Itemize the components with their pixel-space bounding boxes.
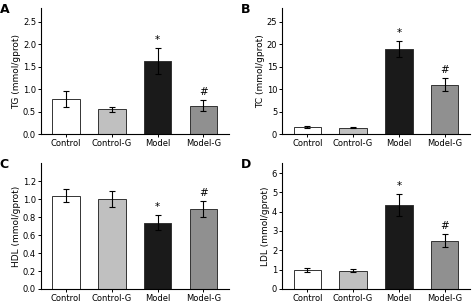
- Text: #: #: [440, 221, 449, 231]
- Bar: [385, 205, 412, 289]
- Text: #: #: [199, 87, 208, 97]
- Bar: [190, 106, 217, 134]
- Bar: [190, 209, 217, 289]
- Bar: [98, 109, 126, 134]
- Bar: [52, 196, 80, 289]
- Bar: [339, 270, 367, 289]
- Bar: [431, 241, 458, 289]
- Bar: [385, 49, 412, 134]
- Bar: [293, 127, 321, 134]
- Text: *: *: [155, 202, 160, 212]
- Bar: [144, 61, 172, 134]
- Bar: [293, 270, 321, 289]
- Y-axis label: TG (mmol/gprot): TG (mmol/gprot): [12, 34, 21, 109]
- Bar: [431, 85, 458, 134]
- Text: C: C: [0, 158, 9, 171]
- Text: *: *: [396, 181, 401, 191]
- Y-axis label: TC (mmol/gprot): TC (mmol/gprot): [256, 34, 265, 108]
- Text: *: *: [155, 35, 160, 45]
- Bar: [339, 128, 367, 134]
- Bar: [52, 99, 80, 134]
- Text: B: B: [241, 3, 250, 17]
- Y-axis label: HDL (mmol/gprot): HDL (mmol/gprot): [12, 185, 21, 267]
- Text: A: A: [0, 3, 9, 17]
- Bar: [144, 223, 172, 289]
- Text: #: #: [199, 188, 208, 198]
- Bar: [98, 199, 126, 289]
- Text: D: D: [241, 158, 251, 171]
- Y-axis label: LDL (mmol/gprot): LDL (mmol/gprot): [262, 186, 271, 266]
- Text: *: *: [396, 28, 401, 38]
- Text: #: #: [440, 65, 449, 75]
